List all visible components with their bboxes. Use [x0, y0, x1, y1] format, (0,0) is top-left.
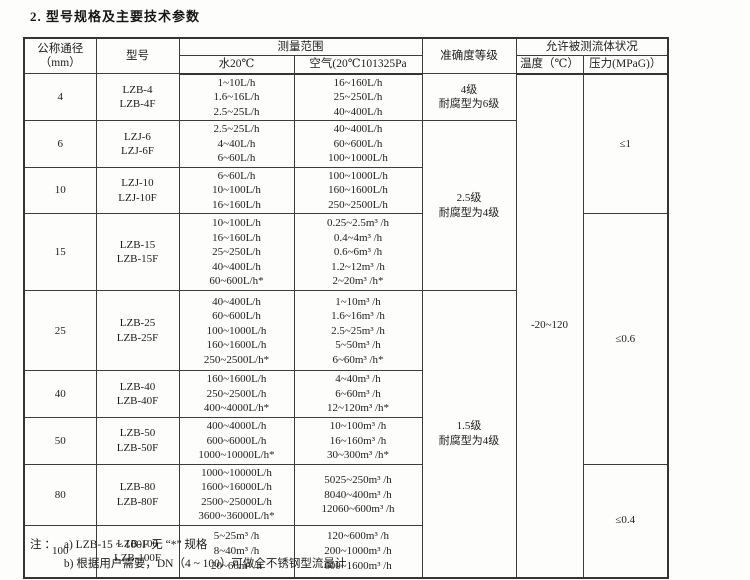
water-range-cell: 1000~10000L/h 1600~16000L/h 2500~25000L/…: [178, 463, 295, 527]
header-fluid-condition: 允许被测流体状况: [515, 37, 669, 57]
spec-row-dn6: 6 LZJ-6 LZJ-6F 2.5~25L/h 4~40L/h 6~60L/h…: [23, 120, 668, 292]
model-cell: LZB-40 LZB-40F: [95, 370, 180, 418]
air-range-cell: 16~160L/h 25~250L/h 40~400L/h: [293, 73, 423, 122]
air-range-cell: 40~400L/h 60~600L/h 100~1000L/h: [293, 120, 423, 168]
water-range-cell: 160~1600L/h 250~2500L/h 400~4000L/h*: [178, 370, 295, 418]
water-range-cell: 1~10L/h 1.6~16L/h 2.5~25L/h: [178, 73, 295, 122]
model-cell: LZB-15 LZB-15F: [95, 213, 180, 292]
footnotes: 注 ： a) LZB-15 ~ 100F 无 “*” 规格 b) 根据用户需要，…: [30, 536, 346, 571]
model-cell: LZB-25 LZB-25F: [95, 290, 180, 372]
note-a: a) LZB-15 ~ 100F 无 “*” 规格: [63, 539, 208, 551]
dn-cell: 4: [23, 73, 97, 122]
header-measuring-range: 测量范围: [178, 37, 423, 57]
model-cell: LZJ-10 LZJ-10F: [95, 166, 180, 215]
spec-row-dn15: 15 LZB-15 LZB-15F 10~100L/h 16~160L/h 25…: [23, 213, 669, 465]
header-air: 空气(20℃101325Pa: [293, 55, 423, 75]
temperature-cell: -20~120: [515, 73, 584, 578]
pressure-cell: ≤0.6: [582, 213, 669, 465]
dn-cell: 40: [23, 370, 97, 418]
dn-cell: 50: [23, 416, 97, 465]
pressure-cell: ≤1: [582, 73, 669, 215]
accuracy-cell: 4级 耐腐型为6级: [421, 73, 517, 122]
air-range-cell: 0.25~2.5m³ /h 0.4~4m³ /h 0.6~6m³ /h 1.2~…: [293, 213, 423, 292]
air-range-cell: 120~600m³ /h 200~1000m³ /h 600~1600m³ /h: [293, 525, 423, 578]
header-water: 水20℃: [178, 55, 295, 75]
spec-row-dn50: 50 LZB-50 LZB-50F 400~4000L/h 600~6000L/…: [23, 416, 668, 465]
water-range-cell: 400~4000L/h 600~6000L/h 1000~10000L/h*: [178, 416, 295, 465]
air-range-cell: 1~10m³ /h 1.6~16m³ /h 2.5~25m³ /h 5~50m³…: [293, 290, 423, 372]
air-range-cell: 100~1000L/h 160~1600L/h 250~2500L/h: [293, 166, 423, 215]
water-range-cell: 10~100L/h 16~160L/h 25~250L/h 40~400L/h …: [178, 213, 295, 292]
header-temperature: 温度（℃）: [515, 55, 584, 75]
dn-cell: 6: [23, 120, 97, 168]
header-row-2: 水20℃ 空气(20℃101325Pa 温度（℃） 压力(MPaG)）: [24, 55, 669, 75]
header-dn: 公称通径 （mm）: [23, 37, 97, 75]
water-range-cell: 40~400L/h 60~600L/h 100~1000L/h 160~1600…: [178, 290, 295, 372]
header-model: 型号: [95, 37, 180, 75]
dn-cell: 100: [23, 525, 97, 578]
spec-row-dn100: 100 LZB-100 LZB-100F 5~25m³ /h 8~40m³ /h…: [23, 525, 668, 578]
spec-row-dn10: 10 LZJ-10 LZJ-10F 6~60L/h 10~100L/h 16~1…: [23, 166, 668, 215]
accuracy-cell: 2.5级 耐腐型为4级: [421, 120, 517, 292]
water-range-cell: 6~60L/h 10~100L/h 16~160L/h: [178, 166, 295, 215]
spec-row-dn40: 40 LZB-40 LZB-40F 160~1600L/h 250~2500L/…: [23, 370, 668, 418]
water-range-cell: 2.5~25L/h 4~40L/h 6~60L/h: [178, 120, 295, 168]
note-b: b) 根据用户需要，DN（4 ~ 100）可做全不锈钢型流量计: [63, 558, 347, 570]
air-range-cell: 4~40m³ /h 6~60m³ /h 12~120m³ /h*: [293, 370, 423, 418]
dn-cell: 10: [23, 166, 97, 215]
header-row-1: 公称通径 （mm） 型号 测量范围 准确度等级 允许被测流体状况: [23, 37, 669, 75]
water-range-cell: 5~25m³ /h 8~40m³ /h 20~60m³ /h: [178, 525, 295, 578]
spec-table: 公称通径 （mm） 型号 测量范围 准确度等级 允许被测流体状况 水20℃ 空气…: [23, 37, 669, 579]
accuracy-cell: 1.5级 耐腐型为4级: [421, 290, 517, 578]
air-range-cell: 5025~250m³ /h 8040~400m³ /h 12060~600m³ …: [293, 463, 423, 527]
header-accuracy: 准确度等级: [421, 37, 517, 75]
spec-row-dn4: 4 LZB-4 LZB-4F 1~10L/h 1.6~16L/h 2.5~25L…: [23, 73, 669, 578]
spec-row-dn80: 80 LZB-80 LZB-80F 1000~10000L/h 1600~160…: [23, 463, 669, 579]
dn-cell: 15: [23, 213, 97, 292]
pressure-cell: ≤0.4: [582, 463, 669, 579]
spec-row-dn25: 25 LZB-25 LZB-25F 40~400L/h 60~600L/h 10…: [23, 290, 668, 578]
header-pressure: 压力(MPaG)）: [582, 55, 669, 75]
model-cell: LZB-4 LZB-4F: [95, 73, 180, 122]
dn-cell: 80: [23, 463, 97, 527]
section-title: 2. 型号规格及主要技术参数: [30, 9, 201, 24]
model-cell: LZB-50 LZB-50F: [95, 416, 180, 465]
air-range-cell: 10~100m³ /h 16~160m³ /h 30~300m³ /h*: [293, 416, 423, 465]
model-cell: LZB-80 LZB-80F: [95, 463, 180, 527]
dn-cell: 25: [23, 290, 97, 372]
model-cell: LZJ-6 LZJ-6F: [95, 120, 180, 168]
note-prefix: 注 ：: [30, 539, 56, 551]
